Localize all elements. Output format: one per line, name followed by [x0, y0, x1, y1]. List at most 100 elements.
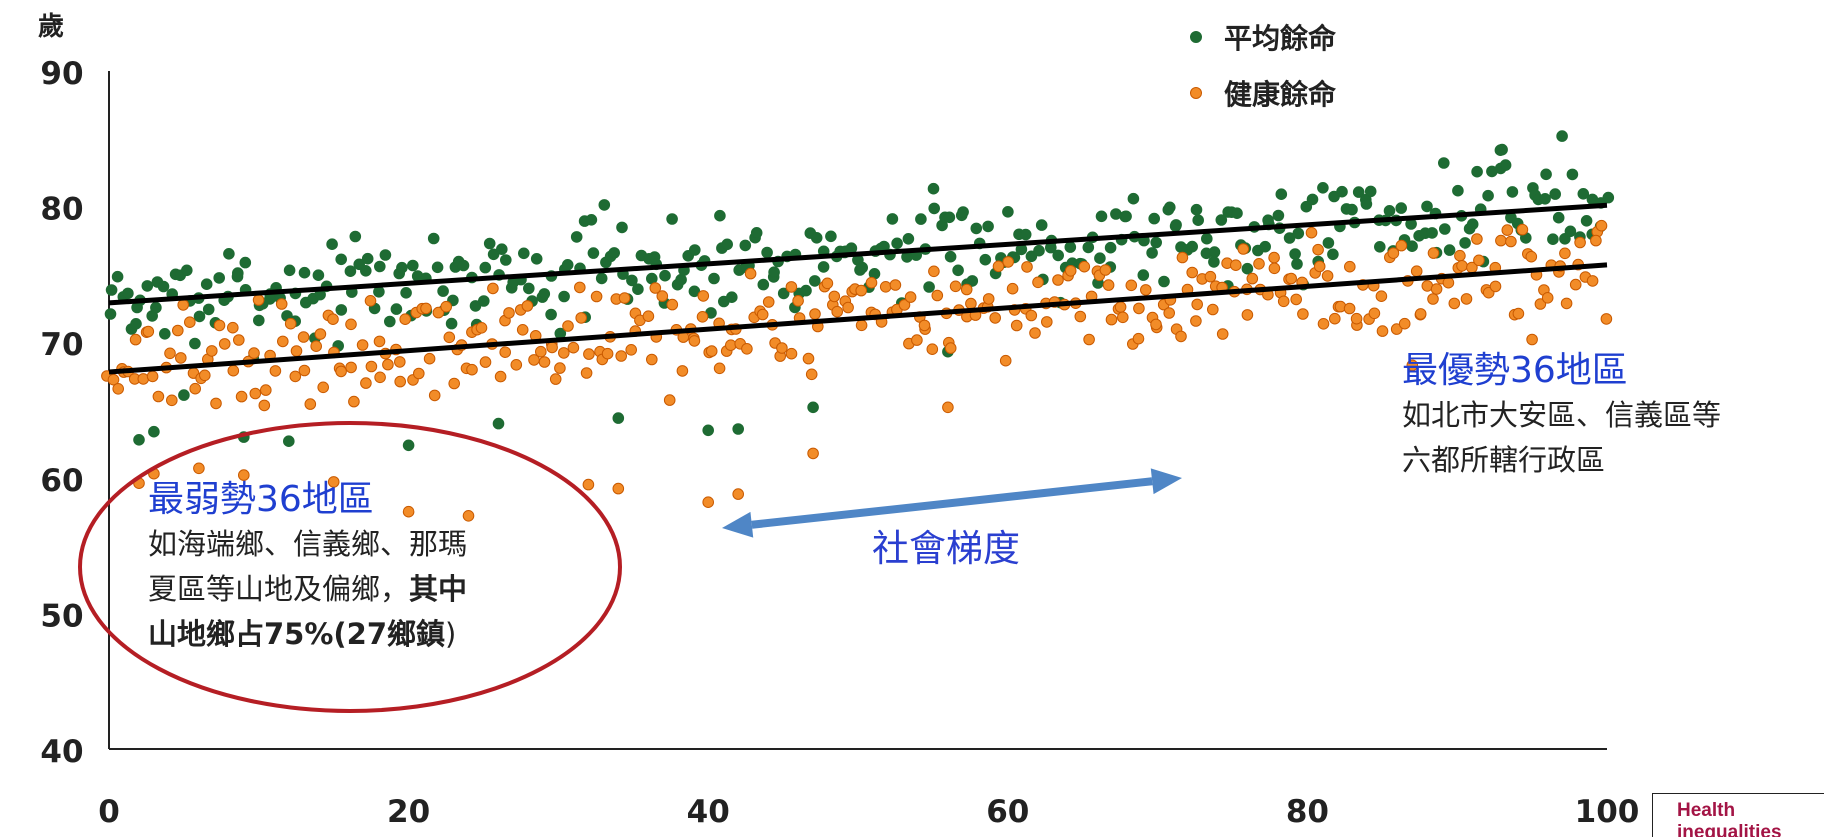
- point-life-expectancy: [479, 261, 492, 274]
- point-healthy-life-expectancy: [805, 368, 818, 381]
- point-life-expectancy: [570, 231, 583, 243]
- point-healthy-life-expectancy: [582, 478, 595, 491]
- point-life-expectancy: [1602, 191, 1615, 204]
- point-healthy-life-expectancy: [1368, 307, 1381, 320]
- point-healthy-life-expectancy: [855, 284, 868, 297]
- point-life-expectancy: [178, 389, 190, 401]
- point-healthy-life-expectancy: [904, 291, 917, 303]
- trend-line-life-expectancy: [108, 202, 1608, 306]
- point-healthy-life-expectancy: [164, 347, 176, 360]
- point-healthy-life-expectancy: [666, 298, 679, 311]
- point-life-expectancy: [1421, 200, 1433, 213]
- point-healthy-life-expectancy: [297, 331, 310, 343]
- point-healthy-life-expectancy: [1460, 293, 1473, 305]
- point-life-expectancy: [427, 232, 440, 245]
- point-life-expectancy: [585, 214, 598, 226]
- point-healthy-life-expectancy: [1105, 313, 1118, 326]
- point-life-expectancy: [1164, 201, 1176, 214]
- point-life-expectancy: [390, 303, 403, 315]
- point-life-expectancy: [1439, 223, 1451, 235]
- point-life-expectancy: [1082, 241, 1095, 254]
- point-life-expectancy: [817, 261, 830, 273]
- point-life-expectancy: [1137, 269, 1150, 281]
- point-life-expectancy: [193, 310, 206, 323]
- point-healthy-life-expectancy: [314, 328, 327, 340]
- point-healthy-life-expectancy: [503, 307, 515, 319]
- point-healthy-life-expectancy: [335, 365, 347, 378]
- point-life-expectancy: [856, 261, 869, 274]
- y-tick-label: 40: [40, 734, 83, 770]
- point-healthy-life-expectancy: [656, 290, 669, 302]
- point-healthy-life-expectancy: [960, 283, 973, 296]
- point-life-expectancy: [979, 253, 992, 266]
- x-tick-label: 100: [1575, 794, 1640, 830]
- point-life-expectancy: [402, 439, 415, 452]
- point-healthy-life-expectancy: [1186, 266, 1198, 279]
- point-healthy-life-expectancy: [1512, 307, 1525, 320]
- point-healthy-life-expectancy: [538, 356, 551, 368]
- point-healthy-life-expectancy: [1390, 323, 1403, 335]
- point-healthy-life-expectancy: [494, 370, 507, 383]
- point-life-expectancy: [1346, 203, 1358, 216]
- point-life-expectancy: [891, 237, 903, 250]
- point-healthy-life-expectancy: [1163, 307, 1175, 319]
- point-life-expectancy: [431, 261, 444, 274]
- point-healthy-life-expectancy: [432, 306, 445, 319]
- point-life-expectancy: [326, 238, 338, 250]
- point-healthy-life-expectancy: [327, 476, 340, 488]
- point-life-expectancy: [708, 272, 720, 285]
- point-healthy-life-expectancy: [989, 312, 1002, 324]
- point-healthy-life-expectancy: [1132, 332, 1145, 345]
- x-tick-label: 20: [387, 794, 430, 830]
- point-healthy-life-expectancy: [1099, 264, 1112, 276]
- point-life-expectancy: [923, 281, 935, 293]
- point-life-expectancy: [1336, 185, 1348, 198]
- point-life-expectancy: [1364, 185, 1377, 198]
- legend-marker-healthy-life-expectancy: [1190, 87, 1202, 99]
- source-box-line1: Health: [1677, 800, 1736, 821]
- point-healthy-life-expectancy: [1268, 262, 1281, 275]
- point-healthy-life-expectancy: [562, 320, 574, 332]
- point-life-expectancy: [944, 250, 957, 263]
- point-healthy-life-expectancy: [1083, 333, 1095, 346]
- point-life-expectancy: [104, 308, 117, 320]
- point-healthy-life-expectancy: [360, 377, 372, 389]
- point-healthy-life-expectancy: [327, 313, 339, 326]
- point-life-expectancy: [1002, 206, 1014, 218]
- point-life-expectancy: [632, 283, 644, 296]
- point-healthy-life-expectancy: [612, 482, 625, 495]
- point-life-expectancy: [105, 284, 118, 296]
- point-life-expectancy: [150, 301, 162, 314]
- point-life-expectancy: [141, 280, 154, 292]
- point-healthy-life-expectancy: [193, 462, 205, 475]
- y-tick-label: 60: [40, 463, 83, 499]
- point-life-expectancy: [335, 253, 348, 266]
- x-tick-label: 40: [687, 794, 730, 830]
- point-healthy-life-expectancy: [1525, 250, 1538, 263]
- point-life-expectancy: [1482, 189, 1494, 202]
- weak-areas-ellipse: [78, 421, 622, 713]
- point-life-expectancy: [807, 401, 819, 414]
- point-life-expectancy: [1352, 186, 1365, 198]
- point-healthy-life-expectancy: [1489, 280, 1502, 293]
- weak-areas-line3: ): [445, 617, 457, 651]
- point-life-expectancy: [750, 227, 763, 239]
- point-healthy-life-expectancy: [1427, 293, 1439, 305]
- point-life-expectancy: [689, 244, 701, 256]
- point-life-expectancy: [148, 425, 160, 438]
- point-life-expectancy: [1426, 227, 1438, 239]
- point-healthy-life-expectancy: [1344, 260, 1356, 273]
- point-life-expectancy: [335, 304, 348, 316]
- point-life-expectancy: [721, 238, 734, 251]
- point-healthy-life-expectancy: [184, 316, 196, 329]
- point-healthy-life-expectancy: [1586, 275, 1599, 287]
- point-life-expectancy: [538, 288, 551, 300]
- point-healthy-life-expectancy: [420, 302, 432, 315]
- point-life-expectancy: [189, 337, 201, 350]
- point-life-expectancy: [982, 220, 994, 233]
- point-healthy-life-expectancy: [1133, 302, 1145, 315]
- point-healthy-life-expectancy: [510, 359, 523, 371]
- point-life-expectancy: [1019, 228, 1032, 241]
- point-healthy-life-expectancy: [601, 347, 614, 360]
- weak-areas-line1: 如海端鄉、信義鄉、那瑪: [148, 527, 468, 561]
